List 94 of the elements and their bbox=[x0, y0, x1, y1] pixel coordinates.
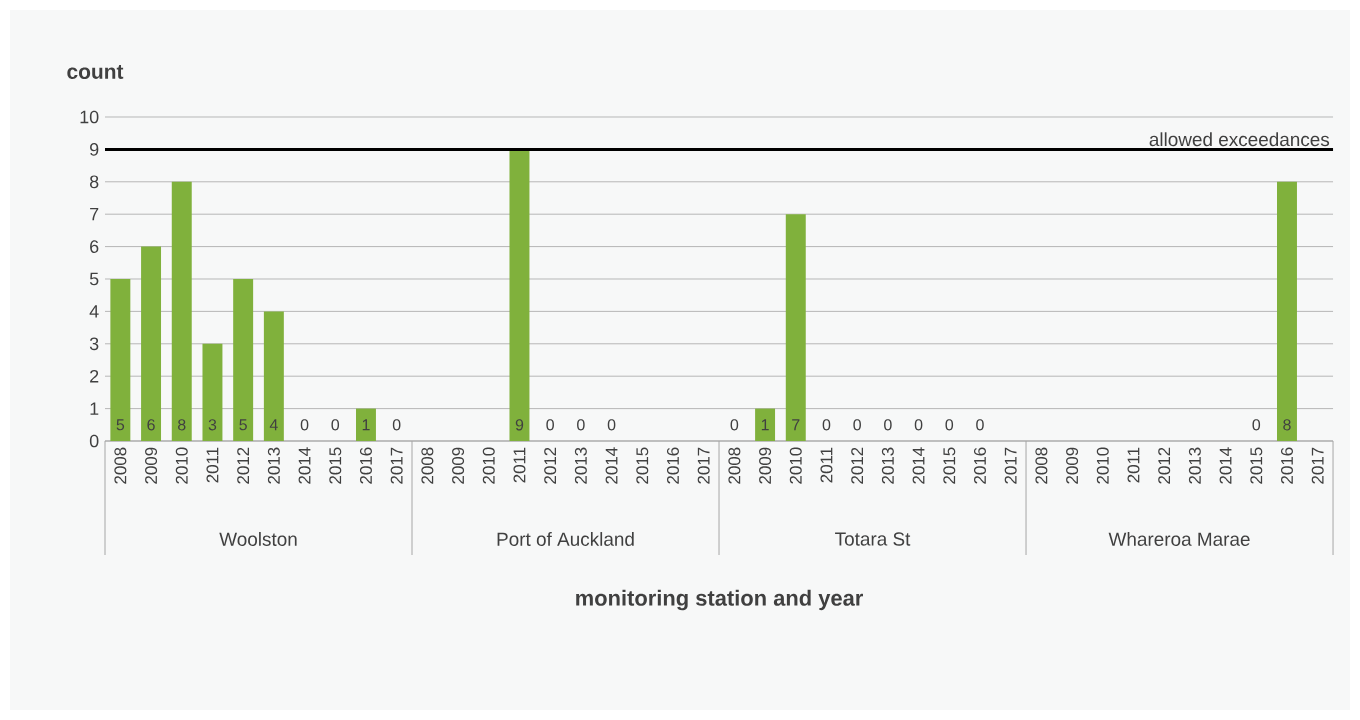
y-tick-label: 0 bbox=[89, 434, 99, 448]
bar bbox=[785, 214, 806, 441]
y-axis-title: count bbox=[67, 65, 124, 79]
data-label: 0 bbox=[884, 419, 892, 431]
bar bbox=[355, 408, 376, 441]
bar bbox=[509, 149, 530, 441]
data-label: 6 bbox=[147, 419, 155, 431]
data-label: 0 bbox=[300, 419, 309, 431]
x-tick-label: 2013 bbox=[267, 447, 280, 484]
x-tick-label: 2015 bbox=[1250, 447, 1263, 484]
data-label: 7 bbox=[792, 419, 800, 431]
x-tick-label: 2012 bbox=[851, 447, 864, 484]
data-label: 0 bbox=[976, 419, 984, 431]
x-tick-label: 2016 bbox=[1280, 447, 1293, 484]
x-tick-label: 2008 bbox=[1035, 447, 1048, 484]
text: Woolston bbox=[219, 532, 297, 546]
x-tick-label: 2011 bbox=[820, 447, 833, 483]
x-tick-label: 2010 bbox=[175, 447, 188, 484]
data-label: 1 bbox=[362, 419, 370, 431]
data-label: 9 bbox=[515, 419, 524, 431]
y-tick-label: 4 bbox=[89, 305, 99, 318]
x-tick-label: 2017 bbox=[390, 447, 403, 484]
x-tick-label: 2017 bbox=[697, 447, 710, 484]
x-tick-label: 2012 bbox=[1158, 447, 1171, 484]
data-label: 0 bbox=[945, 419, 954, 431]
data-label: 0 bbox=[577, 419, 585, 431]
data-label: 0 bbox=[730, 419, 739, 431]
x-tick-label: 2014 bbox=[1219, 447, 1232, 484]
x-tick-label: 2014 bbox=[298, 447, 311, 484]
x-tick-label: 2008 bbox=[421, 447, 434, 484]
y-tick-label: 6 bbox=[90, 240, 99, 253]
y-tick-label: 5 bbox=[89, 272, 99, 286]
ref-line-label: allowed exceedances bbox=[1149, 132, 1330, 147]
y-tick-label: 10 bbox=[80, 110, 99, 124]
x-tick-label: 2016 bbox=[666, 447, 679, 484]
x-tick-label: 2011 bbox=[206, 447, 219, 483]
data-label: 0 bbox=[546, 419, 554, 431]
data-label: 5 bbox=[116, 419, 125, 431]
data-label: 3 bbox=[208, 419, 217, 431]
bar bbox=[202, 343, 223, 441]
x-tick-label: 2011 bbox=[1127, 447, 1140, 483]
y-tick-label: 9 bbox=[90, 143, 99, 156]
x-tick-label: 2010 bbox=[482, 447, 495, 484]
y-tick-label: 8 bbox=[89, 175, 99, 189]
bar bbox=[233, 278, 254, 441]
data-label: 0 bbox=[822, 419, 831, 431]
x-tick-label: 2014 bbox=[605, 447, 618, 484]
data-label: 0 bbox=[331, 419, 340, 431]
x-tick-label: 2009 bbox=[145, 447, 158, 484]
x-tick-label: 2013 bbox=[1188, 447, 1201, 484]
y-tick-label: 2 bbox=[90, 369, 99, 383]
x-tick-label: 2015 bbox=[943, 447, 956, 484]
data-label: 8 bbox=[178, 419, 186, 431]
bar bbox=[110, 278, 131, 441]
x-tick-label: 2015 bbox=[636, 447, 649, 484]
bar bbox=[141, 246, 162, 441]
text: Whareroa Marae bbox=[1108, 532, 1250, 546]
data-label: 0 bbox=[1252, 419, 1261, 431]
data-label: 5 bbox=[239, 419, 247, 431]
x-tick-label: 2016 bbox=[973, 447, 986, 484]
x-tick-label: 2017 bbox=[1311, 447, 1324, 484]
x-tick-label: 2009 bbox=[759, 447, 772, 484]
text: Port of Auckland bbox=[497, 532, 634, 546]
x-tick-label: 2013 bbox=[881, 447, 894, 484]
bar bbox=[1277, 181, 1297, 441]
x-tick-label: 2012 bbox=[544, 447, 557, 484]
y-tick-label: 3 bbox=[89, 337, 99, 351]
x-tick-label: 2014 bbox=[912, 447, 925, 484]
data-label: 1 bbox=[761, 419, 769, 431]
data-label: 4 bbox=[269, 419, 278, 431]
y-tick-label: 1 bbox=[90, 402, 99, 415]
data-label: 0 bbox=[607, 419, 616, 431]
x-tick-label: 2010 bbox=[1096, 447, 1109, 484]
x-axis-title: monitoring station and year bbox=[576, 589, 863, 611]
bar bbox=[171, 181, 192, 441]
x-tick-label: 2012 bbox=[237, 447, 250, 484]
x-tick-label: 2015 bbox=[329, 447, 342, 484]
x-tick-label: 2011 bbox=[513, 447, 526, 483]
text: Totara St bbox=[835, 532, 911, 546]
x-tick-label: 2008 bbox=[728, 447, 741, 484]
y-tick-label: 7 bbox=[90, 208, 99, 221]
x-tick-label: 2008 bbox=[114, 447, 127, 484]
bar bbox=[755, 408, 776, 441]
x-tick-label: 2009 bbox=[1066, 447, 1079, 484]
x-tick-label: 2016 bbox=[359, 447, 372, 484]
bar bbox=[263, 311, 284, 441]
data-label: 8 bbox=[1283, 419, 1291, 431]
x-tick-label: 2009 bbox=[452, 447, 465, 484]
x-tick-label: 2013 bbox=[574, 447, 587, 484]
data-label: 0 bbox=[392, 419, 401, 431]
x-tick-label: 2017 bbox=[1004, 447, 1017, 484]
data-label: 0 bbox=[914, 419, 923, 431]
data-label: 0 bbox=[853, 419, 861, 431]
x-tick-label: 2010 bbox=[789, 447, 802, 484]
